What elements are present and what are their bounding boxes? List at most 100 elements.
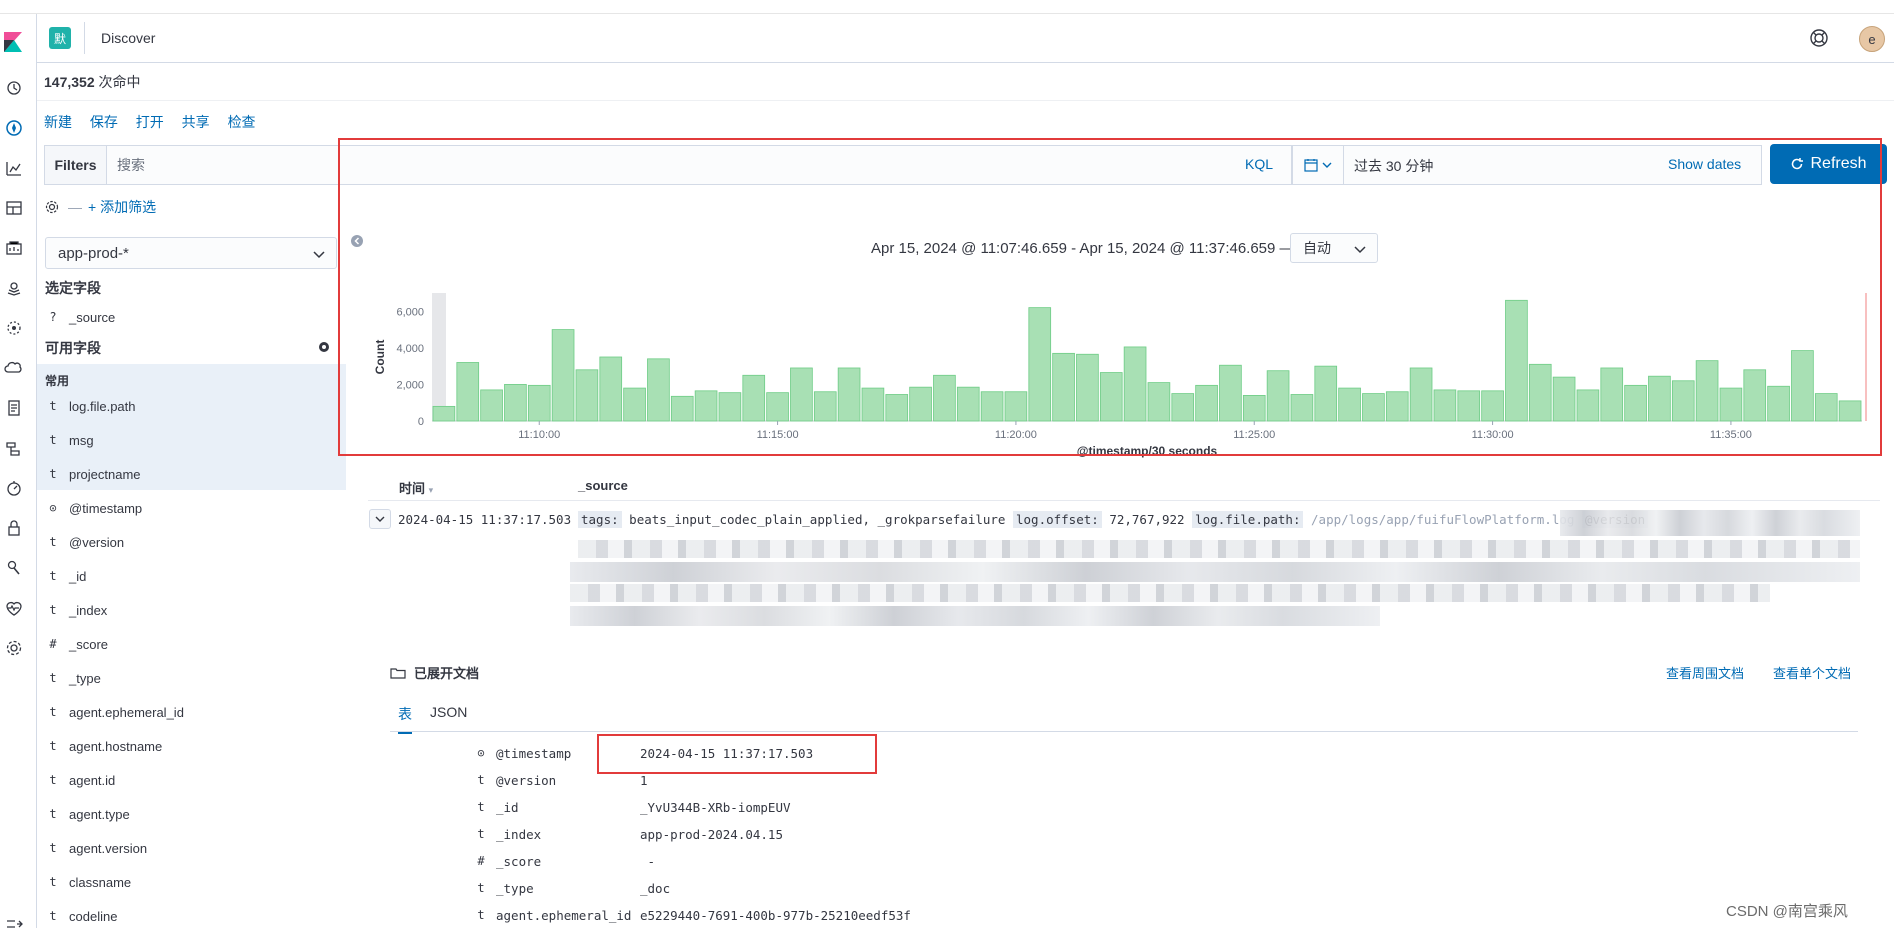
index-pattern-select[interactable]: app-prod-* — [45, 237, 337, 269]
menu-share[interactable]: 共享 — [181, 114, 210, 130]
dev-tools-icon[interactable] — [4, 558, 24, 578]
show-dates-link[interactable]: Show dates — [1668, 156, 1742, 172]
canvas-icon[interactable] — [4, 238, 24, 258]
histogram-chart: 0 2,000 4,000 6,000 11:10:00 11:15:00 11:20:00… — [373, 293, 1867, 458]
query-bar: Filters KQL — [44, 145, 1292, 185]
field-item[interactable]: t agent.version — [45, 837, 345, 859]
field-item[interactable]: ⊙ @timestamp — [45, 497, 345, 519]
hits-number: 147,352 — [44, 74, 95, 90]
filter-settings-gear-icon[interactable] — [44, 199, 60, 215]
annotation-box-chart — [338, 138, 1882, 456]
view-surrounding-link[interactable]: 查看周围文档 — [1666, 666, 1745, 681]
field-name: agent.hostname — [69, 738, 163, 754]
tab-json[interactable]: JSON — [430, 704, 468, 720]
filters-button[interactable]: Filters — [45, 146, 107, 184]
index-pattern-value: app-prod-* — [58, 244, 129, 262]
search-input[interactable] — [117, 154, 1017, 176]
field-item[interactable]: t codeline — [45, 905, 345, 927]
visualize-icon[interactable] — [4, 158, 24, 178]
field-item[interactable]: t agent.ephemeral_id — [45, 701, 345, 723]
histogram-bar — [933, 374, 956, 422]
refresh-icon — [1792, 158, 1804, 170]
time-range-value[interactable]: 过去 30 分钟 — [1354, 158, 1434, 174]
histogram-bar — [1076, 353, 1099, 422]
management-gear-icon[interactable] — [4, 638, 24, 658]
annotation-box-timestamp — [597, 734, 877, 774]
view-single-link[interactable]: 查看单个文档 — [1773, 666, 1852, 681]
field-item[interactable]: t _index — [45, 599, 345, 621]
source-column-header: _source — [578, 478, 628, 493]
collapse-sidebar-icon[interactable] — [350, 234, 364, 248]
siem-lock-icon[interactable] — [4, 518, 24, 538]
y-tick-label: 2,000 — [396, 379, 424, 391]
dashboard-icon[interactable] — [4, 198, 24, 218]
clock-icon[interactable] — [4, 78, 24, 98]
field-name: log.file.path — [69, 398, 136, 414]
field-item[interactable]: t log.file.path — [45, 395, 345, 417]
field-item[interactable]: t classname — [45, 871, 345, 893]
maps-icon[interactable] — [4, 278, 24, 298]
doc-field-value: 1 — [640, 772, 648, 788]
field-name: agent.version — [69, 840, 148, 856]
field-type-icon: t — [477, 827, 485, 841]
uptime-icon[interactable] — [4, 478, 24, 498]
histogram-bar — [1695, 360, 1719, 422]
x-tick-label: 11:30:00 — [1472, 429, 1514, 441]
time-column-header[interactable]: 时间 ▾ — [399, 478, 433, 497]
histogram-bar — [1028, 307, 1052, 422]
tab-table[interactable]: 表 — [398, 704, 412, 734]
field-item[interactable]: t msg — [45, 429, 345, 451]
quick-select-button[interactable] — [1292, 146, 1344, 184]
field-item[interactable]: # _score — [45, 633, 345, 655]
apm-icon[interactable] — [4, 438, 24, 458]
field-item[interactable]: t agent.type — [45, 803, 345, 825]
kibana-logo-icon[interactable] — [2, 30, 26, 54]
doc-field-value: app-prod-2024.04.15 — [640, 826, 783, 842]
ml-icon[interactable] — [4, 318, 24, 338]
interval-select[interactable]: 自动 — [1290, 233, 1378, 263]
kql-toggle[interactable]: KQL — [1245, 156, 1274, 172]
histogram-bar — [1576, 389, 1600, 422]
refresh-label: Refresh — [1810, 155, 1867, 172]
field-type-icon: t — [49, 535, 57, 549]
selected-fields-title: 选定字段 — [45, 280, 101, 296]
add-filter-link[interactable]: + 添加筛选 — [88, 199, 157, 215]
doc-field-row: ⊙ @timestamp 2024-04-15 11:37:17.503 — [470, 742, 813, 764]
help-lifebuoy-icon[interactable] — [1808, 27, 1830, 49]
field-type-icon: t — [477, 881, 485, 895]
menu-open[interactable]: 打开 — [135, 114, 164, 130]
infrastructure-icon[interactable] — [4, 358, 24, 378]
y-axis-label: Count — [373, 340, 387, 375]
histogram-bar — [599, 356, 623, 422]
field-item[interactable]: t @version — [45, 531, 345, 553]
y-tick-label: 0 — [418, 416, 424, 428]
refresh-button[interactable]: Refresh — [1770, 144, 1887, 184]
field-name: @timestamp — [69, 500, 143, 516]
histogram-bar — [1123, 346, 1147, 422]
space-badge[interactable]: 默 — [49, 27, 71, 49]
histogram-bar — [1743, 369, 1767, 422]
field-item[interactable]: t _id — [45, 565, 345, 587]
histogram-bar — [1528, 363, 1552, 422]
field-item[interactable]: t projectname — [45, 463, 345, 485]
histogram-bar — [1552, 376, 1576, 422]
doc-field-key: @timestamp — [496, 745, 572, 761]
discover-compass-icon[interactable] — [4, 118, 24, 138]
app-header: 默 Discover e — [37, 14, 1894, 63]
expand-row-button[interactable] — [369, 509, 391, 529]
sort-arrow-icon[interactable]: ▾ — [428, 485, 434, 495]
menu-save[interactable]: 保存 — [89, 114, 118, 130]
field-item[interactable]: t agent.id — [45, 769, 345, 791]
field-item[interactable]: ? _source — [45, 306, 345, 328]
user-avatar[interactable]: e — [1859, 26, 1885, 52]
histogram-bar — [551, 329, 575, 422]
menu-inspect[interactable]: 检查 — [227, 114, 256, 130]
collapse-nav-icon[interactable] — [4, 914, 24, 928]
field-item[interactable]: t agent.hostname — [45, 735, 345, 757]
monitoring-icon[interactable] — [4, 598, 24, 618]
logs-icon[interactable] — [4, 398, 24, 418]
field-settings-gear-icon[interactable] — [317, 340, 331, 354]
field-item[interactable]: t _type — [45, 667, 345, 689]
field-type-icon: t — [477, 908, 485, 922]
menu-new[interactable]: 新建 — [44, 114, 72, 130]
